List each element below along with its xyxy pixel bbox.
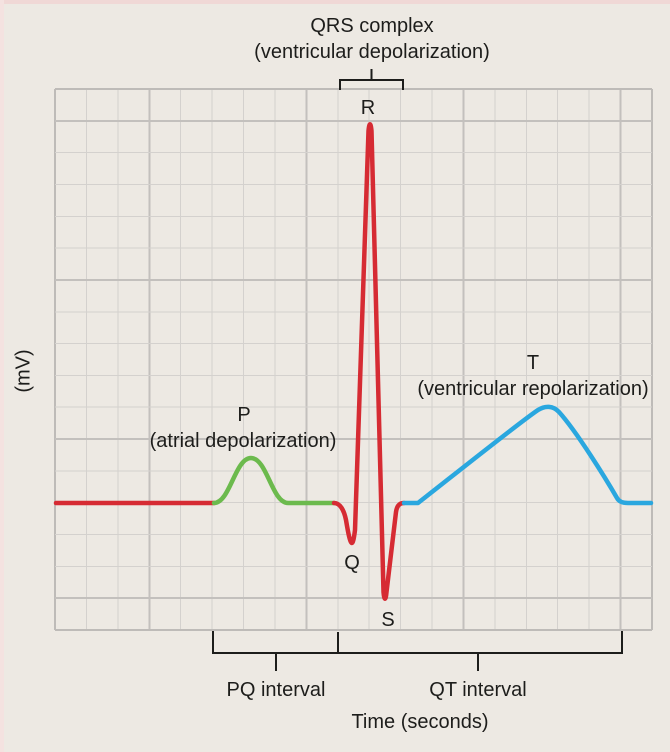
page-border-top (0, 0, 670, 4)
t-wave-sublabel: (ventricular repolarization) (417, 378, 649, 400)
annotation-brackets (212, 69, 623, 671)
p-wave-sublabel: (atrial depolarization) (149, 430, 337, 452)
qt-interval-label: QT interval (429, 679, 527, 701)
interval-bracket (212, 631, 623, 654)
qrs-bracket (339, 69, 404, 90)
page-border-left (0, 0, 4, 752)
t-wave (401, 404, 654, 506)
figure-title-line1: QRS complex (310, 15, 434, 37)
x-axis-label: Time (seconds) (351, 711, 489, 733)
t-wave-label: T (526, 352, 540, 374)
p-wave (211, 455, 337, 506)
q-wave-label: Q (344, 552, 360, 574)
ecg-trace (53, 122, 654, 601)
qrs-complex (331, 122, 407, 601)
r-wave-label: R (360, 97, 376, 119)
figure-title-line2: (ventricular depolarization) (254, 41, 490, 63)
ecg-grid (54, 88, 653, 631)
s-wave-label: S (381, 609, 395, 631)
y-axis-label: (mV) (12, 349, 35, 393)
pq-interval-label: PQ interval (226, 679, 326, 701)
p-wave-label: P (237, 404, 251, 426)
